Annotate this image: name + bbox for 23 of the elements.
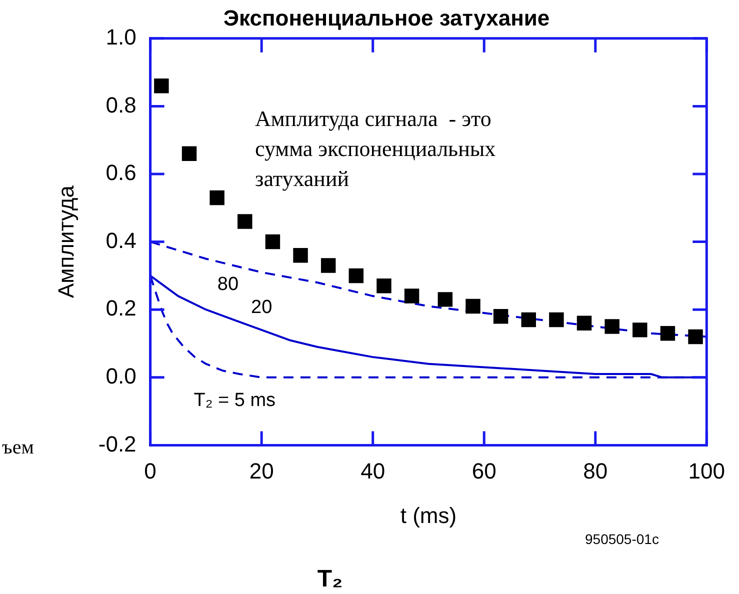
x-tick-label: 40 — [360, 458, 386, 484]
series-label: T₂ = 5 ms — [194, 390, 276, 411]
x-tick-label: 80 — [583, 458, 608, 484]
y-tick-label: 0.8 — [106, 92, 136, 118]
y-tick-label: 0.2 — [106, 296, 136, 321]
text: 950505-01c — [585, 530, 659, 547]
y-axis-title: Амплитуда — [53, 184, 78, 298]
y-tick-label: 0.6 — [106, 160, 136, 186]
x-tick-label: 20 — [249, 458, 274, 484]
series-label: 80 — [217, 274, 239, 295]
x-tick-label: 0 — [144, 458, 156, 484]
y-tick-label: -0.2 — [98, 431, 136, 456]
x-axis-title: t (ms) — [400, 502, 457, 528]
text: T₂ — [317, 566, 343, 593]
x-tick-label: 100 — [688, 458, 726, 484]
chart-title: Экспоненциальное затухание — [223, 5, 550, 30]
annotation: Амплитуда сигнала - это сумма экспоненциальных затуханий — [255, 106, 496, 191]
y-tick-label: 1.0 — [106, 24, 136, 50]
series-label: 20 — [251, 297, 272, 318]
x-tick-label: 60 — [472, 458, 496, 484]
y-tick-label: 0.4 — [106, 228, 136, 253]
y-tick-label: 0.0 — [106, 363, 136, 388]
text: ъем — [2, 436, 34, 458]
